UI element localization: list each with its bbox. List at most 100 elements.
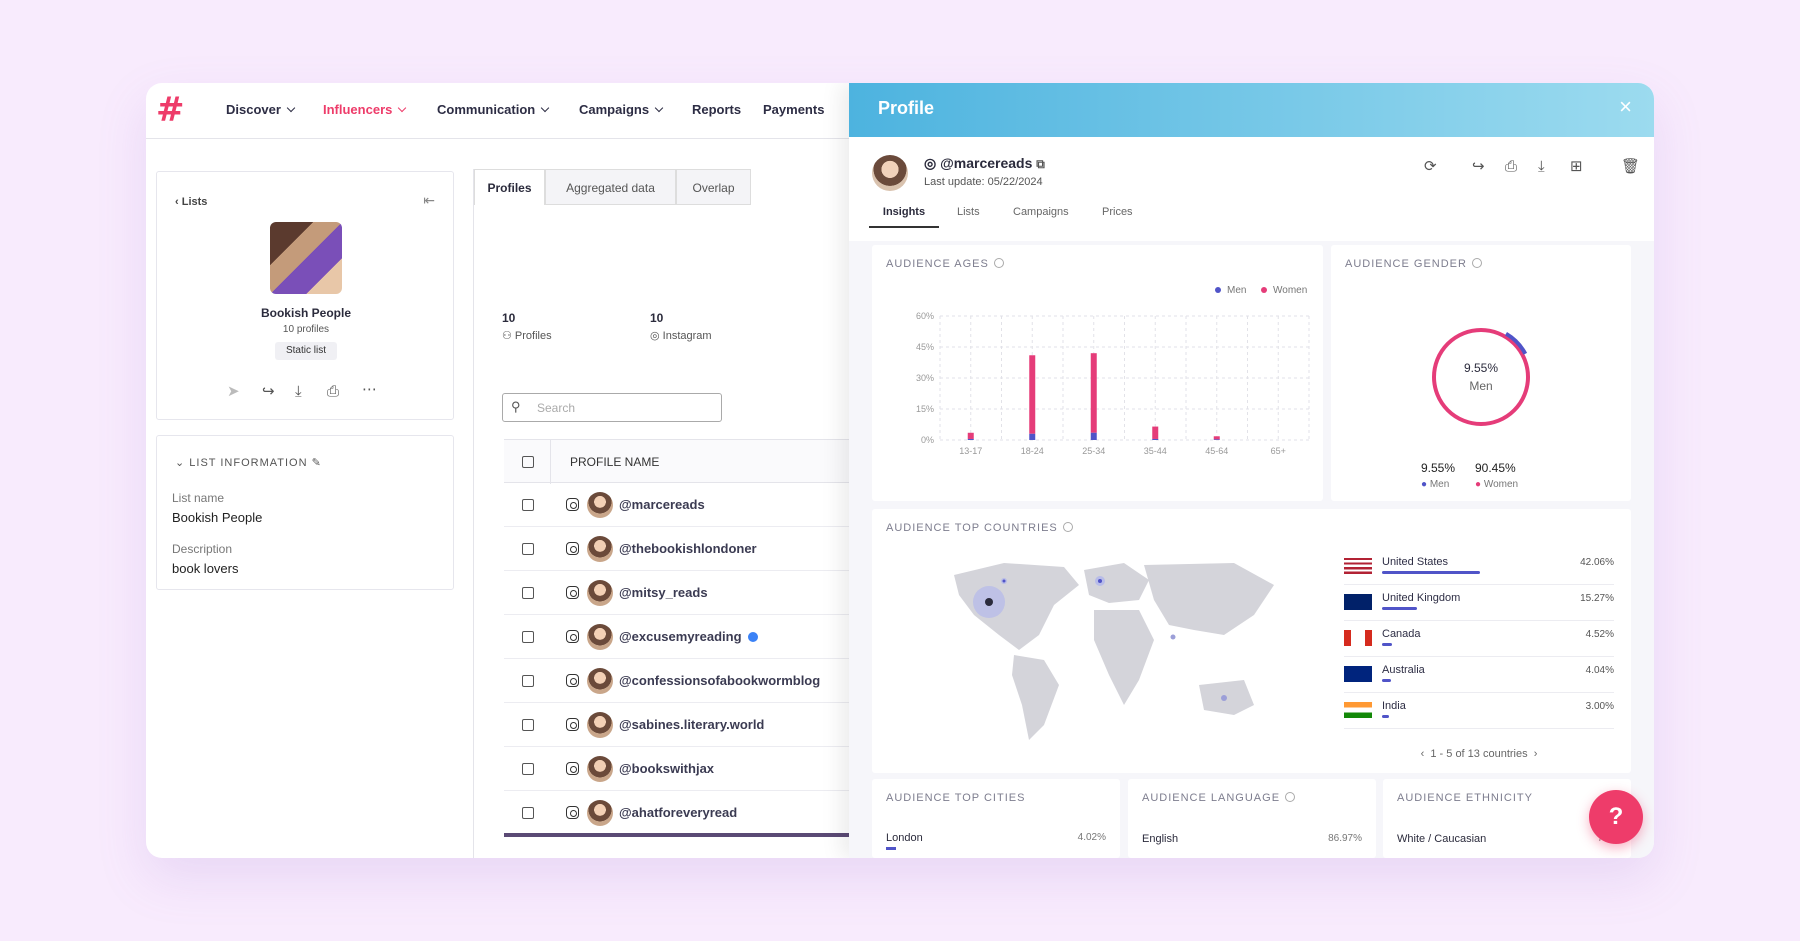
prev-page-icon[interactable]: ‹	[1420, 748, 1425, 760]
profile-handle[interactable]: @excusemyreading	[619, 629, 742, 644]
download-icon[interactable]: ⤓	[295, 382, 302, 400]
nav-discover[interactable]: Discover	[226, 102, 296, 117]
profile-handle[interactable]: @marcereads	[619, 497, 705, 512]
profile-handle[interactable]: @sabines.literary.world	[619, 717, 765, 732]
tab-lists[interactable]: Lists	[957, 206, 980, 218]
download-icon[interactable]: ⤓	[1538, 157, 1545, 175]
search-icon: ⚲	[511, 399, 521, 414]
audience-cities-title: AUDIENCE TOP CITIES	[886, 792, 1026, 804]
instagram-icon	[566, 542, 579, 555]
send-icon[interactable]: ➤	[227, 382, 240, 400]
legend-women: Women	[1273, 285, 1307, 296]
list-name: Bookish People	[260, 306, 352, 320]
tab-overlap[interactable]: Overlap	[676, 169, 751, 205]
nav-campaigns[interactable]: Campaigns	[579, 102, 664, 117]
ethnicity-name: White / Caucasian	[1397, 833, 1487, 845]
delete-icon[interactable]: 🗑	[1621, 157, 1641, 175]
chat-help-button[interactable]: ?	[1589, 790, 1643, 844]
instagram-icon	[566, 630, 579, 643]
list-name-label: List name	[172, 491, 225, 505]
logo-icon[interactable]: #	[156, 90, 185, 130]
print-icon[interactable]: ⎙	[327, 382, 340, 400]
tab-campaigns[interactable]: Campaigns	[1013, 206, 1069, 218]
row-checkbox[interactable]	[522, 630, 534, 643]
instagram-icon	[566, 762, 579, 775]
description-value: book lovers	[172, 561, 239, 576]
search-input[interactable]: ⚲ Search	[502, 393, 722, 422]
table-row[interactable]: @mitsy_reads	[504, 571, 849, 615]
tab-insights[interactable]: Insights	[869, 206, 939, 228]
bar-men	[967, 438, 974, 440]
profile-handle[interactable]: @mitsy_reads	[619, 585, 708, 600]
country-bar	[1382, 607, 1418, 610]
bar-women	[1029, 355, 1036, 434]
y-tick-label: 30%	[916, 373, 934, 383]
nav-communication[interactable]: Communication	[437, 102, 550, 117]
tab-prices[interactable]: Prices	[1102, 206, 1133, 218]
gender-donut	[1429, 325, 1533, 429]
x-tick-label: 13-17	[959, 446, 982, 456]
share-icon[interactable]: ↪	[262, 382, 275, 400]
print-icon[interactable]: ⎙	[1505, 157, 1518, 175]
back-to-lists[interactable]: ‹ Lists	[175, 196, 208, 208]
profile-handle[interactable]: @bookswithjax	[619, 761, 715, 776]
city-bar	[886, 847, 896, 850]
tab-profiles[interactable]: Profiles	[474, 169, 545, 205]
men-legend: ● Men	[1421, 479, 1450, 490]
row-checkbox[interactable]	[522, 542, 534, 555]
add-to-list-icon[interactable]: ⊞	[1570, 157, 1583, 175]
row-checkbox[interactable]	[522, 762, 534, 775]
table-row[interactable]: @excusemyreading	[504, 615, 849, 659]
country-bar	[1382, 571, 1480, 574]
select-all-checkbox[interactable]	[522, 456, 534, 468]
profile-handle[interactable]: @confessionsofabookwormblog	[619, 673, 821, 688]
donut-men-arc	[1429, 325, 1533, 429]
nav-influencers[interactable]: Influencers	[323, 102, 407, 117]
nav-payments[interactable]: Payments	[763, 102, 825, 117]
country-name: United Kingdom	[1382, 592, 1461, 604]
country-row: Canada 4.52%	[1344, 621, 1614, 657]
x-tick-label: 35-44	[1144, 446, 1167, 456]
country-row: Australia 4.04%	[1344, 657, 1614, 693]
search-placeholder: Search	[537, 401, 576, 415]
nav-reports[interactable]: Reports	[692, 102, 742, 117]
instagram-count: 10	[650, 311, 664, 325]
next-page-icon[interactable]: ›	[1533, 748, 1538, 760]
table-row[interactable]: @marcereads	[504, 483, 849, 527]
table-row[interactable]: @sabines.literary.world	[504, 703, 849, 747]
world-map	[954, 563, 1274, 740]
profile-handle[interactable]: @thebookishlondoner	[619, 541, 757, 556]
collapse-icon[interactable]: ⇤	[423, 192, 435, 208]
country-row: United States 42.06%	[1344, 549, 1614, 585]
row-checkbox[interactable]	[522, 498, 534, 511]
table-row[interactable]: @bookswithjax	[504, 747, 849, 791]
instagram-icon	[566, 498, 579, 511]
row-checkbox[interactable]	[522, 806, 534, 819]
bar-women	[1152, 426, 1159, 439]
list-information-heading[interactable]: ⌄ LIST INFORMATION ✎	[175, 457, 322, 469]
country-bar	[1382, 679, 1392, 682]
table-row[interactable]: @thebookishlondoner	[504, 527, 849, 571]
help-icon	[1062, 522, 1073, 532]
tab-aggregated-data[interactable]: Aggregated data	[545, 169, 676, 205]
bar-women	[967, 432, 974, 439]
donut-center-label: Men	[1469, 379, 1493, 393]
language-pct: 86.97%	[1328, 833, 1362, 844]
row-checkbox[interactable]	[522, 718, 534, 731]
audience-ethnicity-title: AUDIENCE ETHNICITY	[1397, 792, 1533, 804]
y-tick-label: 45%	[916, 342, 934, 352]
language-name: English	[1142, 833, 1179, 845]
legend-women-dot	[1261, 287, 1267, 293]
table-row[interactable]: @ahatforeveryread	[504, 791, 849, 833]
table-row[interactable]: @confessionsofabookwormblog	[504, 659, 849, 703]
refresh-icon[interactable]: ⟳	[1424, 157, 1437, 175]
more-icon[interactable]: ⋯	[362, 380, 377, 398]
profile-name-header[interactable]: PROFILE NAME	[570, 455, 660, 469]
close-icon[interactable]: ×	[1619, 94, 1632, 119]
profile-handle[interactable]: ◎ @marcereads ⧉	[924, 155, 1045, 171]
row-checkbox[interactable]	[522, 674, 534, 687]
profile-handle[interactable]: @ahatforeveryread	[619, 805, 738, 820]
row-checkbox[interactable]	[522, 586, 534, 599]
avatar	[872, 155, 908, 191]
share-icon[interactable]: ↪	[1472, 157, 1485, 175]
